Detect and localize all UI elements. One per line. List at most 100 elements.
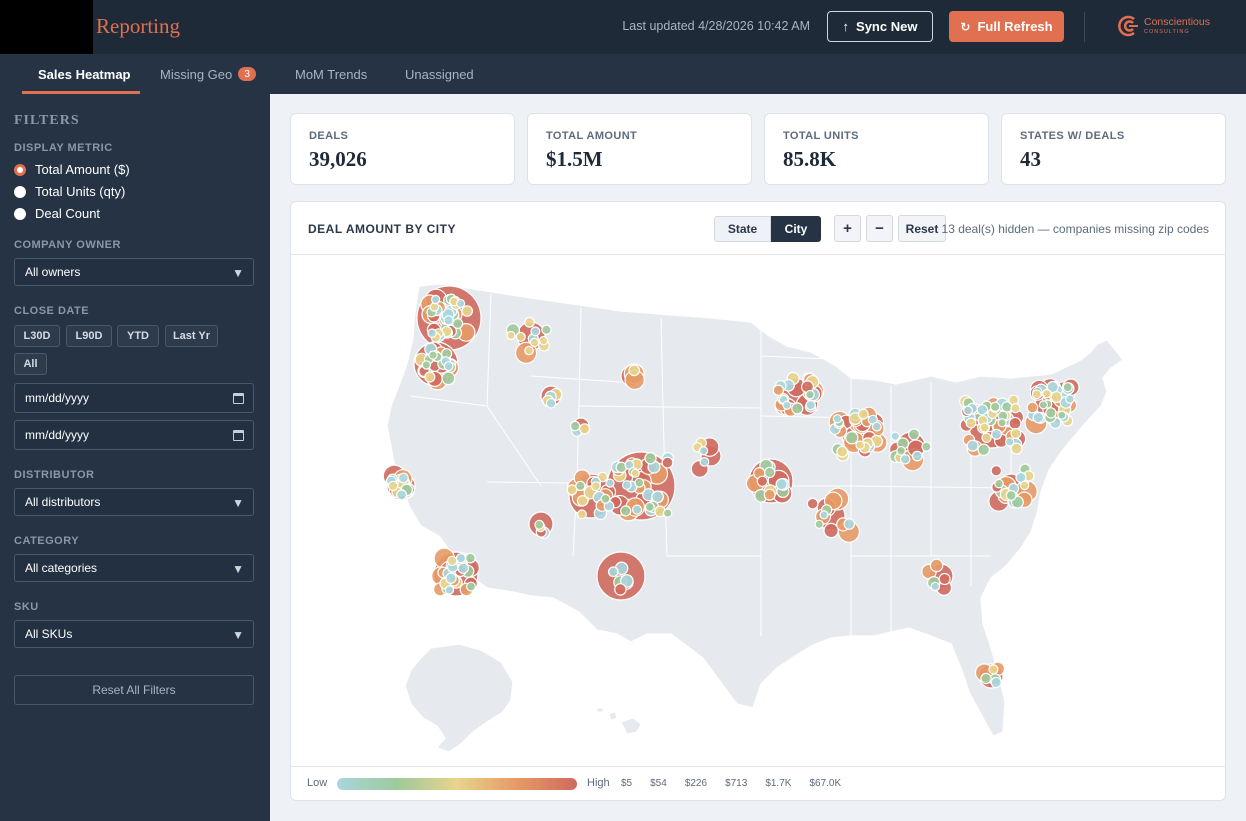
city-bubble[interactable] [597, 471, 608, 483]
city-bubble[interactable] [578, 423, 591, 435]
city-bubble[interactable] [622, 480, 632, 490]
city-bubble[interactable] [782, 400, 792, 410]
city-bubble[interactable] [990, 401, 1001, 412]
city-bubble[interactable] [805, 399, 816, 411]
city-bubble[interactable] [506, 330, 516, 341]
city-bubble[interactable] [529, 337, 540, 348]
city-bubble[interactable] [1057, 410, 1067, 420]
city-bubble[interactable] [605, 478, 615, 488]
city-bubble[interactable] [990, 464, 1003, 477]
city-bubble[interactable] [446, 555, 458, 567]
city-bubble[interactable] [628, 364, 641, 377]
city-bubble[interactable] [590, 481, 601, 492]
city-bubble[interactable] [965, 417, 977, 429]
city-bubble[interactable] [541, 324, 552, 336]
city-bubble[interactable] [1010, 442, 1023, 455]
city-bubble[interactable] [979, 422, 990, 433]
city-bubble[interactable] [962, 405, 973, 416]
city-bubble[interactable] [534, 519, 545, 530]
city-bubble[interactable] [569, 420, 581, 432]
city-bubble[interactable] [890, 431, 900, 441]
city-bubble[interactable] [455, 553, 466, 564]
view-state-toggle[interactable]: State [714, 216, 771, 242]
city-bubble[interactable] [428, 350, 438, 360]
city-bubble[interactable] [396, 489, 408, 501]
view-city-toggle[interactable]: City [771, 216, 821, 242]
metric-deal-count-radio[interactable]: Deal Count [14, 206, 100, 221]
city-bubble[interactable] [930, 581, 941, 592]
city-bubble[interactable] [791, 402, 804, 415]
city-bubble[interactable] [538, 335, 549, 346]
company-owner-select[interactable]: All owners ▼ [14, 258, 254, 286]
city-bubble[interactable] [994, 478, 1004, 489]
city-bubble[interactable] [823, 522, 839, 539]
city-bubble[interactable] [443, 361, 454, 372]
city-bubble[interactable] [429, 302, 440, 312]
city-bubble[interactable] [634, 477, 645, 488]
city-bubble[interactable] [661, 456, 674, 469]
city-bubble[interactable] [980, 672, 992, 685]
city-bubble[interactable] [1005, 437, 1015, 447]
city-bubble[interactable] [464, 552, 476, 564]
category-select[interactable]: All categories ▼ [14, 554, 254, 582]
city-bubble[interactable] [845, 430, 859, 445]
city-bubble[interactable] [763, 488, 776, 501]
date-chip-l30d[interactable]: L30D [14, 325, 60, 347]
city-bubble[interactable] [1005, 490, 1017, 501]
date-chip-last-yr[interactable]: Last Yr [165, 325, 218, 347]
city-bubble[interactable] [806, 497, 819, 510]
tab-sales-heatmap[interactable]: Sales Heatmap [38, 54, 131, 94]
city-bubble[interactable] [966, 439, 979, 452]
city-bubble[interactable] [1032, 411, 1045, 424]
city-bubble[interactable] [600, 493, 611, 504]
city-bubble[interactable] [576, 509, 587, 520]
metric-total-amount-radio[interactable]: Total Amount ($) [14, 162, 130, 177]
reset-all-filters-button[interactable]: Reset All Filters [14, 675, 254, 705]
sync-new-button[interactable]: ↑ Sync New [827, 11, 933, 42]
city-bubble[interactable] [545, 398, 557, 409]
city-bubble[interactable] [620, 574, 634, 588]
city-bubble[interactable] [444, 585, 455, 595]
city-bubble[interactable] [632, 504, 643, 515]
city-bubble[interactable] [445, 572, 457, 584]
city-bubble[interactable] [663, 508, 673, 518]
city-bubble[interactable] [1026, 401, 1039, 414]
tab-unassigned[interactable]: Unassigned [405, 54, 474, 94]
city-bubble[interactable] [644, 451, 657, 465]
city-bubble[interactable] [857, 408, 869, 420]
city-bubble[interactable] [1062, 382, 1073, 393]
city-bubble[interactable] [911, 450, 923, 462]
city-bubble[interactable] [988, 664, 999, 675]
date-chip-all[interactable]: All [14, 353, 47, 375]
city-bubble[interactable] [855, 440, 865, 450]
city-bubble[interactable] [456, 298, 466, 309]
city-bubble[interactable] [524, 316, 535, 328]
city-bubble[interactable] [461, 305, 473, 317]
date-chip-l90d[interactable]: L90D [66, 325, 112, 347]
city-bubble[interactable] [620, 505, 632, 517]
city-bubble[interactable] [832, 414, 843, 424]
city-bubble[interactable] [530, 326, 541, 337]
city-bubble[interactable] [1038, 400, 1049, 410]
city-bubble[interactable] [515, 331, 526, 343]
city-bubble[interactable] [775, 478, 788, 491]
city-bubble[interactable] [990, 676, 1002, 689]
city-bubble[interactable] [607, 566, 619, 578]
city-bubble[interactable] [907, 428, 920, 441]
city-bubble[interactable] [896, 445, 906, 456]
zoom-out-button[interactable]: − [866, 215, 893, 242]
city-bubble[interactable] [1010, 427, 1022, 439]
city-bubble[interactable] [651, 490, 665, 504]
city-bubble[interactable] [997, 418, 1007, 428]
city-bubble[interactable] [566, 484, 578, 496]
city-bubble[interactable] [1010, 403, 1021, 414]
us-city-map[interactable] [291, 256, 1225, 766]
city-bubble[interactable] [427, 328, 437, 338]
city-bubble[interactable] [843, 518, 856, 530]
date-to-input[interactable]: mm/dd/yyyy [14, 420, 254, 450]
tab-mom-trends[interactable]: MoM Trends [295, 54, 367, 94]
city-bubble[interactable] [576, 495, 589, 507]
city-bubble[interactable] [630, 468, 640, 478]
city-bubble[interactable] [990, 428, 1002, 440]
city-bubble[interactable] [441, 371, 456, 386]
